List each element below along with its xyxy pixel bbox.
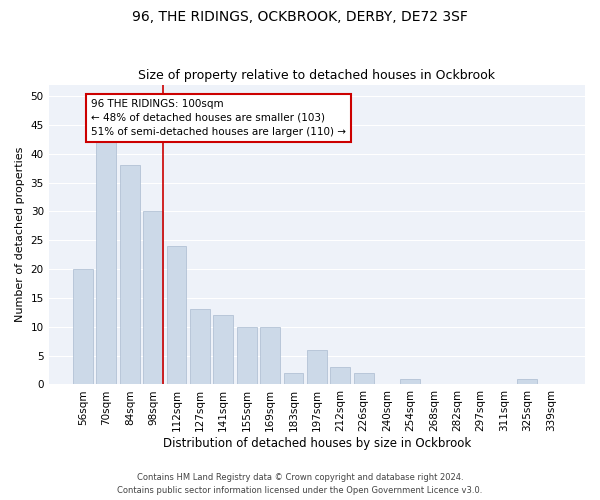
Bar: [517, 378, 537, 384]
X-axis label: Distribution of detached houses by size in Ockbrook: Distribution of detached houses by size …: [163, 437, 471, 450]
Bar: [190, 310, 210, 384]
Bar: [73, 269, 93, 384]
Y-axis label: Number of detached properties: Number of detached properties: [15, 147, 25, 322]
Bar: [260, 327, 280, 384]
Text: 96 THE RIDINGS: 100sqm
← 48% of detached houses are smaller (103)
51% of semi-de: 96 THE RIDINGS: 100sqm ← 48% of detached…: [91, 99, 346, 137]
Bar: [120, 166, 140, 384]
Bar: [353, 373, 374, 384]
Bar: [167, 246, 187, 384]
Bar: [143, 212, 163, 384]
Bar: [330, 367, 350, 384]
Bar: [400, 378, 421, 384]
Bar: [237, 327, 257, 384]
Bar: [97, 142, 116, 384]
Title: Size of property relative to detached houses in Ockbrook: Size of property relative to detached ho…: [139, 69, 496, 82]
Text: 96, THE RIDINGS, OCKBROOK, DERBY, DE72 3SF: 96, THE RIDINGS, OCKBROOK, DERBY, DE72 3…: [132, 10, 468, 24]
Bar: [284, 373, 304, 384]
Bar: [214, 316, 233, 384]
Bar: [307, 350, 327, 384]
Text: Contains HM Land Registry data © Crown copyright and database right 2024.
Contai: Contains HM Land Registry data © Crown c…: [118, 474, 482, 495]
